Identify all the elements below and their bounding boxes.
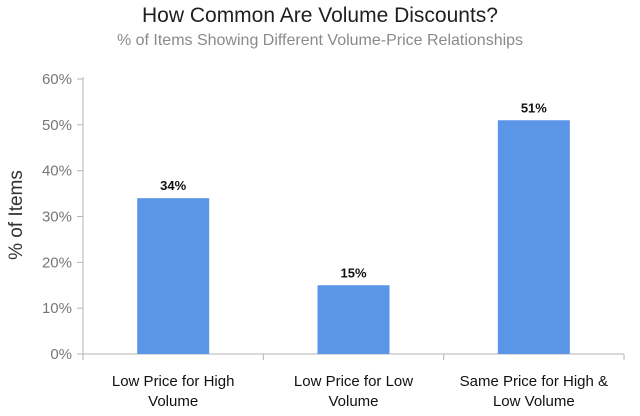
y-axis-label: % of Items [6,170,27,260]
bars [137,120,570,354]
bar [317,285,390,354]
category-label-line: Volume [328,393,378,410]
y-tick-label: 60% [42,71,72,88]
category-label: Low Price for Low Volume [294,373,413,410]
chart-subtitle: % of Items Showing Different Volume-Pric… [116,32,524,49]
y-tick-label: 0% [50,346,72,363]
y-tick-label: 40% [42,163,72,180]
category-label-line: Low Volume [493,393,575,410]
category-label-line: Low Price for High [112,373,235,390]
y-tick-label: 30% [42,209,72,226]
category-label: Same Price for High & Low Volume [460,373,608,410]
data-label: 51% [521,100,547,115]
y-tick-label: 20% [42,254,72,271]
category-label-line: Low Price for Low [294,373,413,390]
y-tick-label: 50% [42,117,72,134]
data-label: 15% [340,265,366,280]
category-label-line: Volume [148,393,198,410]
data-labels: 34% 15% 51% [160,100,547,280]
bar [497,120,570,354]
category-label-line: Same Price for High & [460,373,608,390]
bar [137,198,210,354]
chart-title: How Common Are Volume Discounts? [142,4,498,27]
data-label: 34% [160,178,186,193]
y-axis-ticks: 0% 10% 20% 30% 40% 50% 60% [42,71,83,363]
category-label: Low Price for High Volume [112,373,235,410]
y-tick-label: 10% [42,300,72,317]
